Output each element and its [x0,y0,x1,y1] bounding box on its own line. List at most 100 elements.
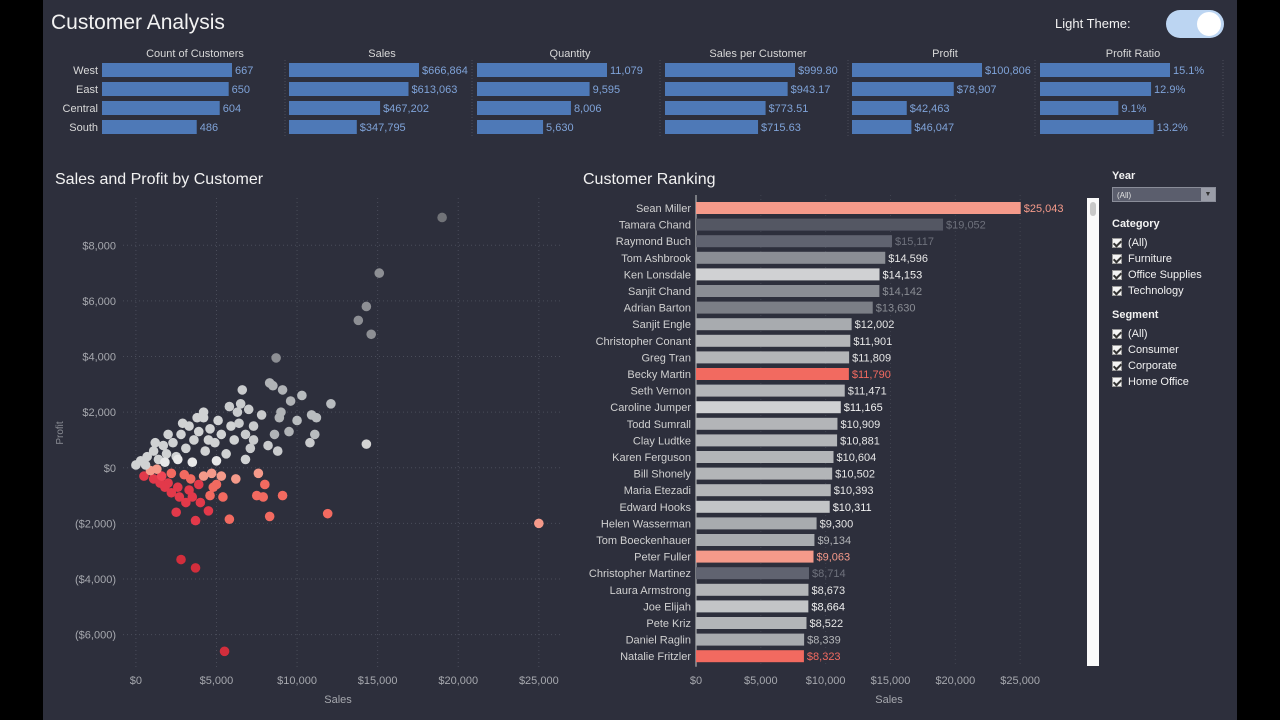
kpi-bar[interactable] [477,101,571,115]
scatter-point[interactable] [274,412,285,423]
scatter-point[interactable] [326,398,336,409]
scatter-point[interactable] [240,429,251,440]
ranking-bar[interactable] [696,517,817,530]
scatter-point[interactable] [205,424,215,434]
scatter-point[interactable] [168,437,178,448]
scatter-point[interactable] [221,449,231,459]
scatter-point[interactable] [198,471,209,481]
kpi-bar[interactable] [665,82,788,96]
kpi-bar[interactable] [102,120,197,134]
scatter-point[interactable] [187,457,198,468]
scatter-point[interactable] [150,437,161,448]
scatter-point[interactable] [185,474,196,484]
scatter-point[interactable] [277,385,288,395]
ranking-bar[interactable] [696,202,1021,214]
scatter-point[interactable] [264,378,275,388]
checkbox-checked-icon[interactable] [1112,254,1122,264]
kpi-bar[interactable] [665,63,795,77]
ranking-bar[interactable] [696,567,809,580]
scrollbar-thumb[interactable] [1090,202,1096,216]
ranking-bar[interactable] [696,351,850,364]
ranking-bar[interactable] [696,650,804,663]
kpi-bar[interactable] [102,101,220,115]
kpi-bar[interactable] [852,82,954,96]
segment-option-all[interactable]: (All) [1112,326,1232,342]
checkbox-checked-icon[interactable] [1112,286,1122,296]
scatter-point[interactable] [437,212,447,223]
scatter-point[interactable] [171,507,181,518]
ranking-bar[interactable] [696,401,841,414]
scatter-point[interactable] [366,329,377,340]
scatter-point[interactable] [234,418,244,429]
scatter-point[interactable] [229,435,240,445]
scatter-point[interactable] [264,511,275,522]
scatter-point[interactable] [237,385,248,395]
scatter-point[interactable] [177,418,188,429]
ranking-bar[interactable] [696,500,830,513]
scatter-point[interactable] [284,426,294,437]
scatter-point[interactable] [189,435,199,445]
scatter-point[interactable] [181,497,191,508]
scatter-point[interactable] [263,440,273,451]
kpi-bar[interactable] [852,63,982,77]
scatter-point[interactable] [156,471,167,481]
scatter-point[interactable] [226,421,236,431]
scatter-point[interactable] [235,398,246,409]
kpi-bar[interactable] [1040,63,1170,77]
ranking-bar[interactable] [696,368,849,380]
ranking-bar[interactable] [696,301,873,314]
scatter-point[interactable] [277,490,288,501]
kpi-bar[interactable] [477,63,607,77]
ranking-scrollbar[interactable] [1087,198,1099,666]
scatter-point[interactable] [248,435,259,445]
ranking-bar[interactable] [696,417,838,430]
scatter-point[interactable] [148,446,159,456]
kpi-bar[interactable] [102,63,232,77]
scatter-point[interactable] [374,268,385,278]
scatter-point[interactable] [361,439,372,449]
scatter-point[interactable] [192,412,202,423]
kpi-bar[interactable] [665,120,759,134]
ranking-bar[interactable] [696,617,807,629]
scatter-point[interactable] [158,440,169,451]
segment-option-home-office[interactable]: Home Office [1112,374,1232,390]
scatter-point[interactable] [139,471,149,481]
scatter-point[interactable] [166,468,177,479]
checkbox-checked-icon[interactable] [1112,238,1122,248]
ranking-bar[interactable] [696,318,852,331]
scatter-point[interactable] [216,429,227,440]
ranking-bar[interactable] [696,583,809,596]
ranking-bar[interactable] [696,268,880,281]
kpi-bar[interactable] [852,120,912,134]
scatter-point[interactable] [140,460,151,470]
category-option-all[interactable]: (All) [1112,235,1232,251]
scatter-point[interactable] [292,415,302,426]
scatter-point[interactable] [322,508,333,519]
scatter-point[interactable] [305,437,315,448]
scatter-point[interactable] [160,457,170,468]
scatter-point[interactable] [174,492,185,502]
segment-option-consumer[interactable]: Consumer [1112,342,1232,358]
scatter-point[interactable] [218,492,228,502]
scatter-point[interactable] [200,446,210,456]
ranking-bar[interactable] [696,633,805,646]
scatter-point[interactable] [198,407,209,417]
scatter-point[interactable] [271,353,281,363]
kpi-bar[interactable] [289,82,409,96]
ranking-bar[interactable] [696,467,833,480]
ranking-bar[interactable] [696,484,831,497]
kpi-bar[interactable] [289,63,419,77]
scatter-point[interactable] [243,404,254,415]
scatter-point[interactable] [206,468,217,479]
scatter-point[interactable] [224,401,235,412]
scatter-point[interactable] [193,479,204,490]
scatter-point[interactable] [172,482,183,493]
scatter-point[interactable] [176,554,186,565]
scatter-point[interactable] [231,474,241,484]
ranking-bar[interactable] [696,384,845,397]
ranking-bar[interactable] [696,451,834,463]
scatter-point[interactable] [253,468,264,479]
scatter-point[interactable] [258,492,269,502]
checkbox-checked-icon[interactable] [1112,329,1122,339]
scatter-point[interactable] [211,456,222,466]
